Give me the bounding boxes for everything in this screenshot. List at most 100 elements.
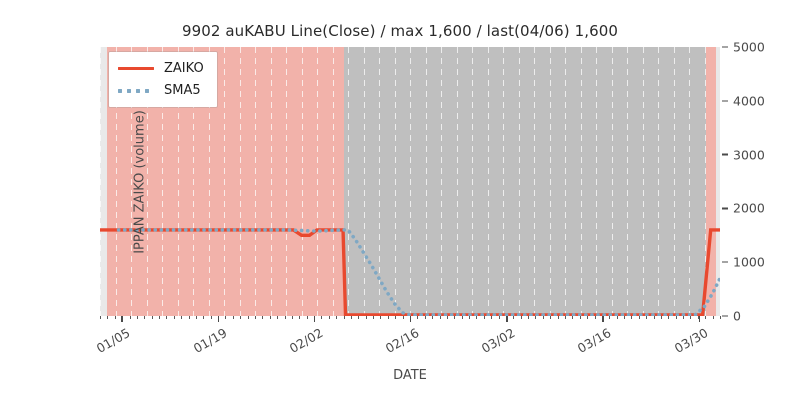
x-tick-minor bbox=[675, 316, 677, 320]
x-tick-minor bbox=[291, 316, 293, 320]
x-tick-minor bbox=[166, 316, 168, 320]
x-tick-major bbox=[698, 316, 700, 322]
x-tick-minor bbox=[173, 316, 175, 320]
legend-swatch-zaiko bbox=[118, 63, 154, 75]
x-tick-minor bbox=[454, 316, 456, 320]
series-plot bbox=[100, 47, 720, 316]
x-tick-minor bbox=[129, 316, 131, 320]
x-tick-minor bbox=[461, 316, 463, 320]
x-tick-minor bbox=[697, 316, 699, 320]
x-tick-minor bbox=[277, 316, 279, 320]
legend-item-sma5[interactable]: SMA5 bbox=[118, 81, 204, 100]
x-tick-minor bbox=[188, 316, 190, 320]
x-tick-minor bbox=[210, 316, 212, 320]
x-tick-minor bbox=[336, 316, 338, 320]
y-tick-label: 4000 bbox=[733, 93, 765, 109]
y-tick-mark bbox=[722, 315, 728, 317]
x-tick-minor bbox=[542, 316, 544, 320]
x-tick-minor bbox=[528, 316, 530, 320]
x-tick-minor bbox=[535, 316, 537, 320]
x-tick-minor bbox=[321, 316, 323, 320]
y-tick: 4000 bbox=[722, 93, 765, 108]
x-tick-minor bbox=[498, 316, 500, 320]
x-tick-minor bbox=[446, 316, 448, 320]
chart-legend[interactable]: ZAIKO SMA5 bbox=[109, 52, 217, 107]
x-tick-minor bbox=[683, 316, 685, 320]
y-tick: 1000 bbox=[722, 255, 765, 270]
x-tick-minor bbox=[616, 316, 618, 320]
x-tick-minor bbox=[520, 316, 522, 320]
x-tick-minor bbox=[306, 316, 308, 320]
x-tick-label: 03/02 bbox=[479, 325, 518, 357]
x-tick-minor bbox=[720, 316, 721, 320]
x-tick-minor bbox=[565, 316, 566, 320]
x-tick-minor bbox=[365, 316, 367, 320]
x-tick-minor bbox=[395, 316, 397, 320]
x-tick-minor bbox=[469, 316, 471, 320]
x-tick-minor bbox=[299, 316, 301, 320]
x-tick-minor bbox=[232, 316, 234, 320]
x-tick-minor bbox=[269, 316, 271, 320]
x-tick-minor bbox=[587, 316, 589, 320]
x-tick-major bbox=[313, 316, 316, 322]
y-tick-label: 5000 bbox=[733, 39, 765, 55]
x-tick-minor bbox=[203, 316, 205, 320]
x-tick-minor bbox=[624, 316, 626, 320]
series-line-zaiko bbox=[100, 230, 720, 315]
y-tick-mark bbox=[722, 261, 728, 263]
x-tick-minor bbox=[638, 316, 640, 320]
legend-item-zaiko[interactable]: ZAIKO bbox=[118, 59, 204, 78]
x-tick-minor bbox=[557, 316, 559, 320]
x-tick-minor bbox=[550, 316, 552, 320]
x-tick-minor bbox=[432, 316, 434, 320]
y-tick: 5000 bbox=[722, 40, 765, 55]
chart-title: 9902 auKABU Line(Close) / max 1,600 / la… bbox=[181, 22, 619, 40]
legend-label-zaiko: ZAIKO bbox=[164, 61, 204, 76]
x-tick-minor bbox=[387, 316, 389, 320]
x-tick-minor bbox=[107, 316, 109, 320]
x-tick-major bbox=[602, 316, 604, 322]
x-tick-minor bbox=[660, 316, 662, 320]
x-tick-major bbox=[506, 316, 508, 322]
legend-label-sma5: SMA5 bbox=[164, 83, 201, 98]
x-tick-minor bbox=[151, 316, 153, 320]
x-tick-minor bbox=[402, 316, 404, 320]
x-tick-minor bbox=[144, 316, 146, 320]
x-tick-label: 02/02 bbox=[286, 325, 326, 357]
x-tick-minor bbox=[483, 316, 485, 320]
x-tick-minor bbox=[572, 316, 574, 320]
y-tick-mark bbox=[722, 153, 728, 156]
x-tick-minor bbox=[609, 316, 611, 320]
x-tick-minor bbox=[476, 316, 478, 320]
x-tick-minor bbox=[136, 316, 138, 320]
x-tick-minor bbox=[631, 316, 633, 320]
x-tick-minor bbox=[491, 316, 493, 320]
x-tick-minor bbox=[373, 316, 375, 320]
x-tick-major bbox=[121, 316, 123, 322]
x-tick-minor bbox=[513, 316, 515, 320]
x-tick-minor bbox=[181, 316, 183, 320]
y-axis-title: IPPAN ZAIKO (volume) bbox=[132, 109, 148, 254]
x-tick-minor bbox=[653, 316, 655, 320]
x-tick-minor bbox=[424, 316, 426, 320]
x-tick-minor bbox=[579, 316, 581, 320]
x-tick-major bbox=[217, 316, 219, 322]
y-axis-title-container: IPPAN ZAIKO (volume) bbox=[62, 47, 148, 316]
x-tick-minor bbox=[195, 316, 197, 320]
y-tick-mark bbox=[722, 46, 728, 48]
x-tick-minor bbox=[350, 316, 352, 320]
y-tick-label: 1000 bbox=[733, 254, 765, 270]
x-tick-label: 03/30 bbox=[671, 325, 711, 357]
x-tick-minor bbox=[358, 316, 360, 320]
background-span-period-gray bbox=[344, 47, 706, 316]
y-tick-mark bbox=[722, 207, 728, 210]
x-tick-minor bbox=[255, 316, 256, 320]
legend-swatch-sma5 bbox=[118, 85, 154, 97]
x-axis-title: DATE bbox=[393, 368, 427, 383]
x-tick-label: 01/19 bbox=[190, 325, 230, 357]
x-tick-minor bbox=[247, 316, 249, 320]
x-axis-ticks: 01/05 01/19 02/02 02/16 03/02 03/16 03/30 bbox=[94, 316, 721, 376]
y-axis-ticks: 0 1000 2000 3000 4000 5000 bbox=[722, 40, 800, 324]
x-tick-minor bbox=[262, 316, 264, 320]
x-tick-minor bbox=[705, 316, 707, 320]
